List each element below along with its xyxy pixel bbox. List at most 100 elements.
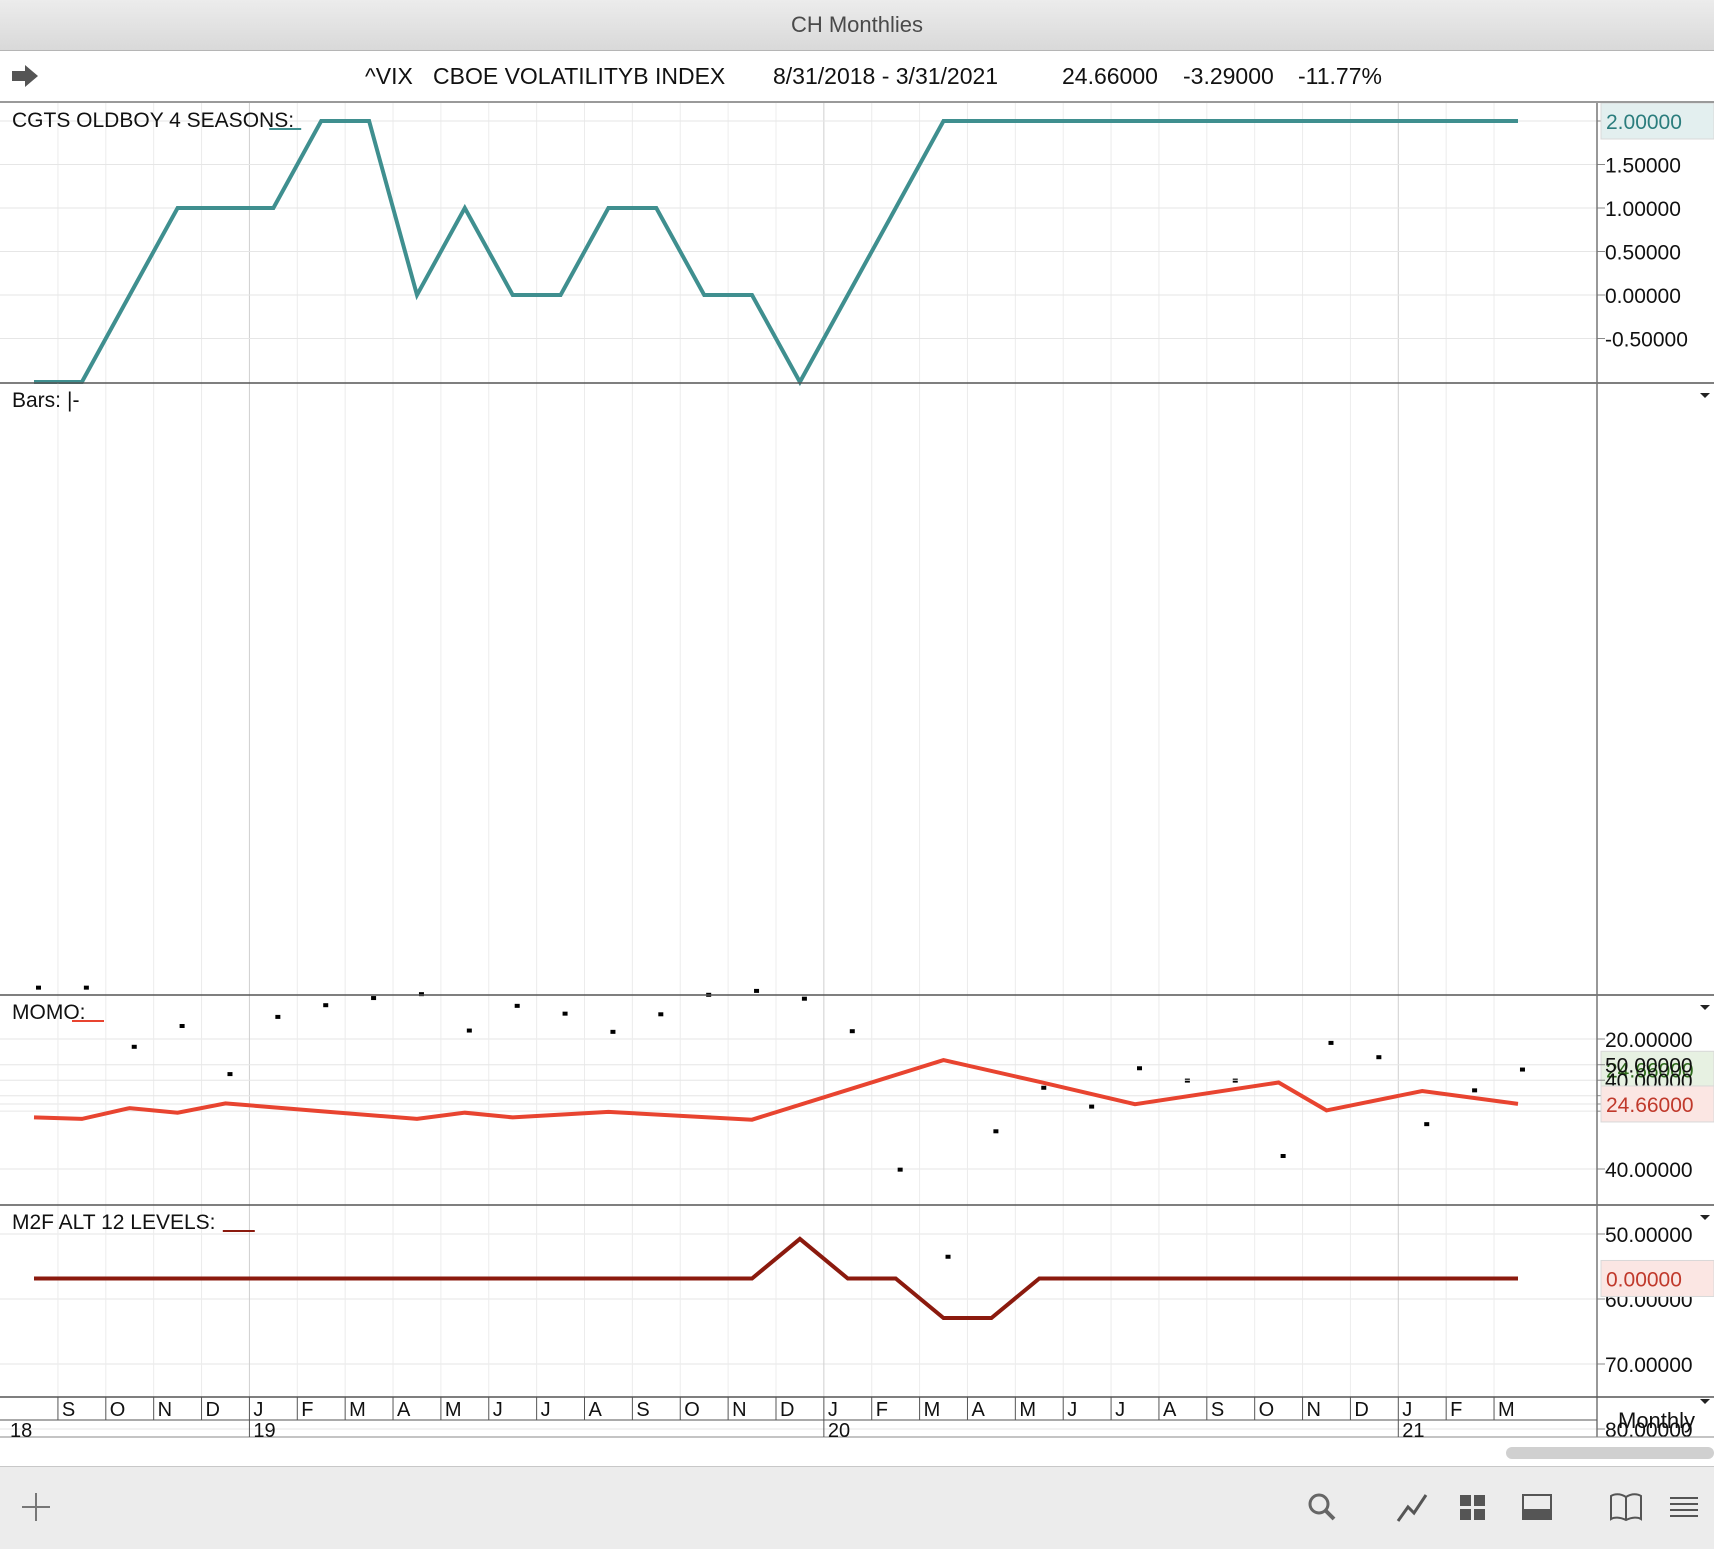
ohlc-close-tick <box>466 1028 472 1033</box>
window-title: CH Monthlies <box>0 0 1714 51</box>
x-month-label: A <box>589 1399 603 1421</box>
x-month-label: N <box>158 1399 172 1421</box>
pane-title: M2F ALT 12 LEVELS: <box>12 1211 216 1234</box>
y-tick-label: 0.00000 <box>1605 285 1681 308</box>
last-value-box <box>1600 1259 1714 1297</box>
pane-menu-icon <box>1700 1215 1710 1220</box>
ohlc-close-tick <box>1328 1040 1334 1045</box>
timeframe-menu-icon <box>1700 1399 1710 1404</box>
timeframe-label[interactable]: Monthly <box>1618 1408 1696 1433</box>
grid-icon[interactable] <box>1452 1487 1492 1527</box>
percent-change: -11.77% <box>1298 63 1382 89</box>
pane-menu-icon <box>1700 1005 1710 1010</box>
x-month-label: A <box>397 1399 411 1421</box>
y-tick-label: 80.00000 <box>1605 1419 1693 1442</box>
last-value-box <box>1600 1085 1714 1123</box>
last-value-box <box>1600 1050 1714 1088</box>
x-month-label: O <box>1259 1399 1275 1421</box>
x-year-label: 21 <box>1402 1420 1424 1442</box>
ohlc-close-tick <box>1089 1104 1095 1109</box>
x-month-label: F <box>301 1399 313 1421</box>
y-tick-label: 1.00000 <box>1605 198 1681 221</box>
ohlc-close-tick <box>562 1011 568 1016</box>
pane-title: MOMO: <box>12 1001 86 1024</box>
ohlc-close-tick <box>754 988 760 993</box>
symbol-name: CBOE VOLATILITYB INDEX <box>433 63 726 89</box>
menu-icon[interactable] <box>1664 1487 1704 1527</box>
x-month-label: A <box>971 1399 985 1421</box>
ohlc-close-tick <box>1041 1085 1047 1090</box>
pane-menu-icon <box>1700 393 1710 398</box>
plus-icon[interactable] <box>16 1487 56 1527</box>
book-icon[interactable] <box>1606 1487 1646 1527</box>
x-month-label: M <box>1498 1399 1515 1421</box>
search-icon[interactable] <box>1302 1487 1342 1527</box>
ohlc-close-tick <box>658 1012 664 1017</box>
chart-area[interactable]: 2.00000 1.50000 1.00000 0.50000 0.00000 -0.50… <box>0 103 1714 1445</box>
bottom-toolbar <box>0 1466 1714 1549</box>
last-value-box <box>1600 103 1714 140</box>
x-month-label: D <box>206 1399 220 1421</box>
ohlc-close-tick <box>610 1029 616 1034</box>
ohlc-close-tick <box>849 1029 855 1034</box>
ohlc-close-tick <box>993 1129 999 1134</box>
ohlc-close-tick <box>945 1254 951 1259</box>
ohlc-close-tick <box>418 992 424 997</box>
pane-title: CGTS OLDBOY 4 SEASONS: <box>12 109 294 132</box>
y-tick-label: -0.50000 <box>1605 329 1688 352</box>
x-month-label: M <box>349 1399 366 1421</box>
arrow-right-icon[interactable] <box>10 61 40 91</box>
ohlc-close-tick <box>131 1044 137 1049</box>
ohlc-close-tick <box>36 985 41 990</box>
x-month-label: O <box>684 1399 700 1421</box>
x-month-label: F <box>876 1399 888 1421</box>
x-month-label: S <box>62 1399 75 1421</box>
ohlc-close-tick <box>1376 1055 1382 1060</box>
y-tick-label: 0.50000 <box>1605 242 1681 265</box>
x-year-label: 19 <box>253 1420 275 1442</box>
ohlc-close-tick <box>83 985 89 990</box>
x-month-label: J <box>1115 1399 1125 1421</box>
x-month-label: J <box>828 1399 838 1421</box>
x-month-label: S <box>1211 1399 1224 1421</box>
ohlc-close-tick <box>371 996 377 1001</box>
x-month-label: J <box>1067 1399 1077 1421</box>
last-value-label: 0.00000 <box>1606 1268 1682 1291</box>
x-year-label: 18 <box>10 1420 32 1442</box>
y-tick-label: 1.50000 <box>1605 155 1681 178</box>
x-month-label: J <box>1402 1399 1412 1421</box>
ohlc-close-tick <box>323 1003 329 1008</box>
pane-title: Bars: <box>12 389 61 412</box>
ohlc-close-tick <box>1424 1122 1430 1127</box>
ohlc-close-tick <box>514 1003 520 1008</box>
x-month-label: N <box>1307 1399 1321 1421</box>
ohlc-close-tick <box>179 1024 185 1028</box>
horizontal-scrollbar[interactable] <box>1506 1447 1714 1459</box>
ohlc-close-tick <box>1519 1067 1525 1072</box>
ohlc-close-tick <box>897 1167 903 1172</box>
x-month-label: F <box>1450 1399 1462 1421</box>
pane-legend-marker: |- <box>67 389 79 412</box>
draw-icon[interactable] <box>1392 1487 1432 1527</box>
x-month-label: M <box>924 1399 941 1421</box>
panel-icon[interactable] <box>1517 1487 1557 1527</box>
x-month-label: D <box>1354 1399 1368 1421</box>
x-month-label: N <box>732 1399 746 1421</box>
x-year-label: 20 <box>828 1420 850 1442</box>
x-month-label: D <box>780 1399 794 1421</box>
x-month-label: M <box>1019 1399 1036 1421</box>
y-tick-label: 40.00000 <box>1605 1159 1693 1182</box>
y-tick-label: 50.00000 <box>1605 1224 1693 1247</box>
x-month-label: O <box>110 1399 126 1421</box>
last-value-label: 24.66000 <box>1606 1059 1694 1082</box>
ohlc-close-tick <box>1472 1088 1478 1093</box>
ohlc-close-tick <box>227 1072 233 1077</box>
symbol-info-bar: ^VIX CBOE VOLATILITYB INDEX 8/31/2018 - … <box>0 51 1714 103</box>
y-tick-label: 50.00000 <box>1605 1055 1693 1078</box>
series-line <box>34 119 1518 387</box>
symbol: ^VIX <box>365 63 413 89</box>
x-month-label: S <box>636 1399 649 1421</box>
ohlc-close-tick <box>1280 1154 1286 1158</box>
ohlc-close-tick <box>275 1014 281 1019</box>
x-month-label: J <box>493 1399 503 1421</box>
